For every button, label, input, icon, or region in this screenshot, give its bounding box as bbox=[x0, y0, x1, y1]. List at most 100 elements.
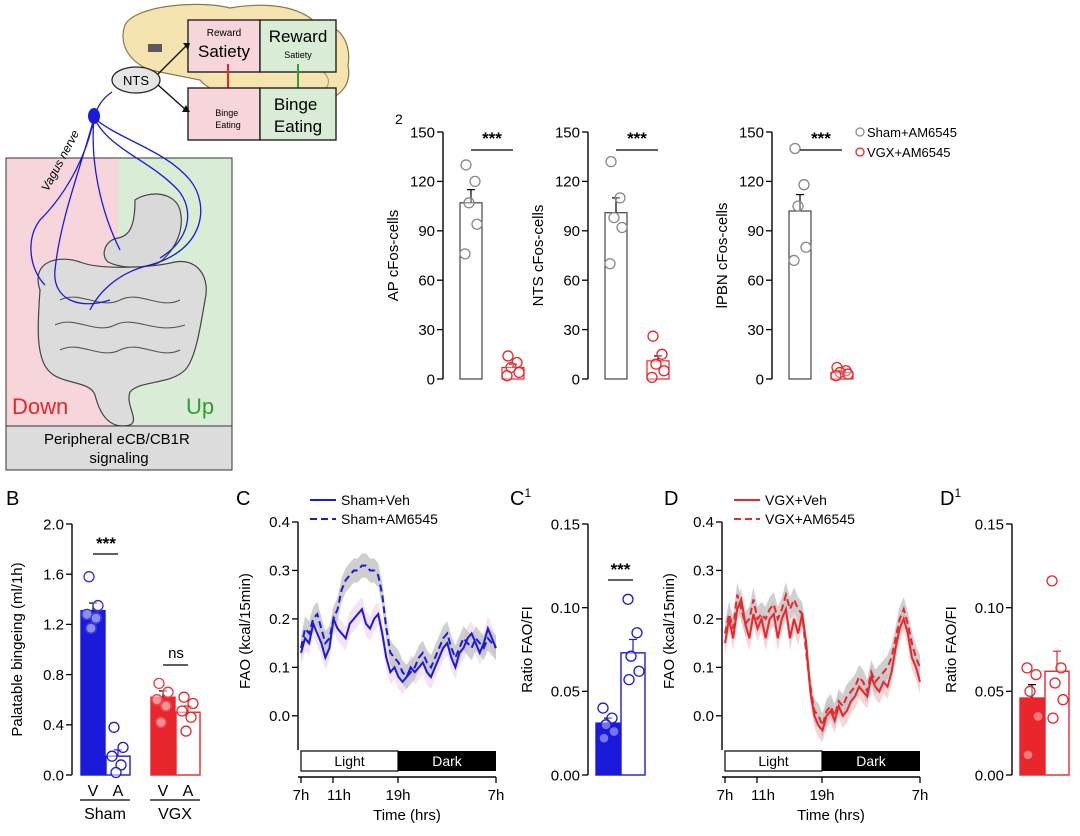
panel-label-c1: C1 bbox=[510, 486, 531, 510]
binge-box-right bbox=[259, 87, 337, 141]
legend-label: VGX+AM6545 bbox=[765, 511, 855, 527]
x-category-label: V bbox=[158, 783, 169, 800]
box4-label-line2: Eating bbox=[274, 117, 322, 136]
panel-label-d1: D1 bbox=[940, 486, 961, 510]
chart-nts-cfos: 0 30 60 90 120 150 NTS cFos-cells *** bbox=[530, 124, 670, 388]
data-point bbox=[631, 627, 643, 639]
data-point bbox=[1024, 685, 1036, 697]
data-point-outline bbox=[92, 599, 104, 612]
sem-band bbox=[301, 597, 496, 694]
group-label-sham: Sham bbox=[84, 806, 126, 823]
data-point bbox=[459, 248, 471, 260]
x-category-label: A bbox=[113, 783, 124, 800]
data-point bbox=[614, 192, 626, 204]
data-point bbox=[187, 697, 199, 710]
y-tick-label: 90 bbox=[563, 223, 580, 240]
data-point bbox=[1057, 694, 1069, 706]
y-tick-label: 30 bbox=[747, 322, 764, 339]
y-tick-label: 30 bbox=[563, 322, 580, 339]
data-point bbox=[117, 741, 129, 754]
y-tick-label: 0.00 bbox=[551, 767, 580, 784]
y-tick-label: 0 bbox=[572, 371, 580, 388]
data-point bbox=[608, 725, 620, 738]
data-point bbox=[608, 211, 620, 224]
significance-label: *** bbox=[627, 129, 647, 148]
x-category-label: V bbox=[88, 783, 99, 800]
data-point bbox=[842, 368, 854, 380]
data-point-outline bbox=[153, 677, 165, 690]
dark-label: Dark bbox=[432, 753, 463, 769]
chart-lpbn-cfos: 0 30 60 90 120 150 lPBN cFos-cells *** bbox=[714, 124, 854, 388]
y-tick-label: 0.10 bbox=[975, 600, 1004, 617]
data-point bbox=[176, 705, 188, 717]
legend-top-vgx: VGX+AM6545 bbox=[867, 145, 950, 160]
dark-bar bbox=[398, 751, 496, 771]
x-tick-label: 7h bbox=[717, 787, 734, 804]
data-point bbox=[600, 719, 612, 731]
x-tick-label: 7h bbox=[912, 787, 929, 804]
data-point-outline bbox=[155, 716, 167, 728]
box3-label-line1: Binge bbox=[215, 108, 238, 118]
x-tick-label: 19h bbox=[809, 787, 834, 804]
y-tick-label: 1.6 bbox=[43, 566, 64, 583]
data-point bbox=[800, 241, 812, 253]
bar bbox=[175, 711, 201, 776]
vagus-nerve bbox=[30, 91, 202, 311]
box2-small-label: Satiety bbox=[284, 50, 312, 60]
y-tick-label: 0.0 bbox=[693, 708, 714, 725]
panel-label-d1-letter: D bbox=[940, 488, 954, 510]
legend-label: Sham+AM6545 bbox=[341, 511, 438, 527]
data-point bbox=[792, 200, 804, 212]
box4-label: Binge Eating bbox=[274, 95, 322, 136]
y-axis-label: Ratio FAO/FI bbox=[943, 606, 960, 693]
data-point bbox=[633, 665, 645, 677]
bottom-label-line1: Peripheral eCB/CB1R bbox=[44, 431, 190, 448]
legend-top: Sham+AM6545 VGX+AM6545 bbox=[855, 125, 957, 160]
series-line bbox=[300, 564, 497, 679]
panel-label-c: C bbox=[236, 488, 250, 510]
y-tick-label: 120 bbox=[555, 174, 580, 191]
x-tick-label: 11h bbox=[327, 787, 351, 804]
x-tick-label: 19h bbox=[385, 787, 410, 804]
data-point bbox=[1055, 662, 1067, 674]
data-point bbox=[789, 142, 801, 155]
data-point bbox=[110, 766, 122, 779]
data-point bbox=[108, 721, 120, 733]
schematic: Reward Satiety Reward Satiety Binge Eati… bbox=[5, 3, 350, 471]
y-tick-label: 0.4 bbox=[269, 514, 290, 531]
data-point bbox=[469, 175, 481, 188]
panel-label-d: D bbox=[664, 488, 678, 510]
data-point bbox=[658, 365, 670, 377]
y-tick-label: 0.1 bbox=[269, 659, 290, 676]
nts-ellipse bbox=[111, 66, 161, 94]
series-line bbox=[724, 595, 921, 733]
y-tick-label: 60 bbox=[418, 272, 435, 289]
data-point bbox=[471, 218, 483, 230]
box2-big-label: Reward bbox=[269, 27, 328, 46]
data-point bbox=[178, 691, 190, 703]
y-axis-label: lPBN cFos-cells bbox=[714, 203, 731, 309]
data-point bbox=[501, 370, 513, 382]
legend-top-marker-vgx bbox=[855, 147, 865, 157]
sem-band bbox=[725, 587, 920, 743]
x-tick-label: 7h bbox=[293, 787, 310, 804]
data-point bbox=[625, 650, 637, 662]
data-point bbox=[656, 348, 668, 360]
legend-label: VGX+Veh bbox=[765, 492, 827, 508]
data-point bbox=[502, 350, 514, 362]
nts-label: NTS bbox=[123, 73, 149, 88]
y-tick-label: 120 bbox=[739, 174, 764, 191]
data-point bbox=[605, 155, 617, 168]
significance-label: *** bbox=[811, 129, 831, 148]
data-point-outline bbox=[90, 612, 102, 624]
bar bbox=[604, 212, 628, 380]
y-axis-label: AP cFos-cells bbox=[385, 210, 402, 301]
y-axis-label: Ratio FAO/FI bbox=[519, 606, 536, 693]
y-tick-label: 90 bbox=[418, 223, 435, 240]
y-tick-label: 150 bbox=[410, 124, 435, 141]
panel-label-b: B bbox=[6, 488, 19, 510]
legend-label: Sham+Veh bbox=[341, 492, 410, 508]
data-point bbox=[622, 593, 634, 605]
x-tick-label: 7h bbox=[488, 787, 505, 804]
box1-big-label: Satiety bbox=[198, 42, 250, 61]
